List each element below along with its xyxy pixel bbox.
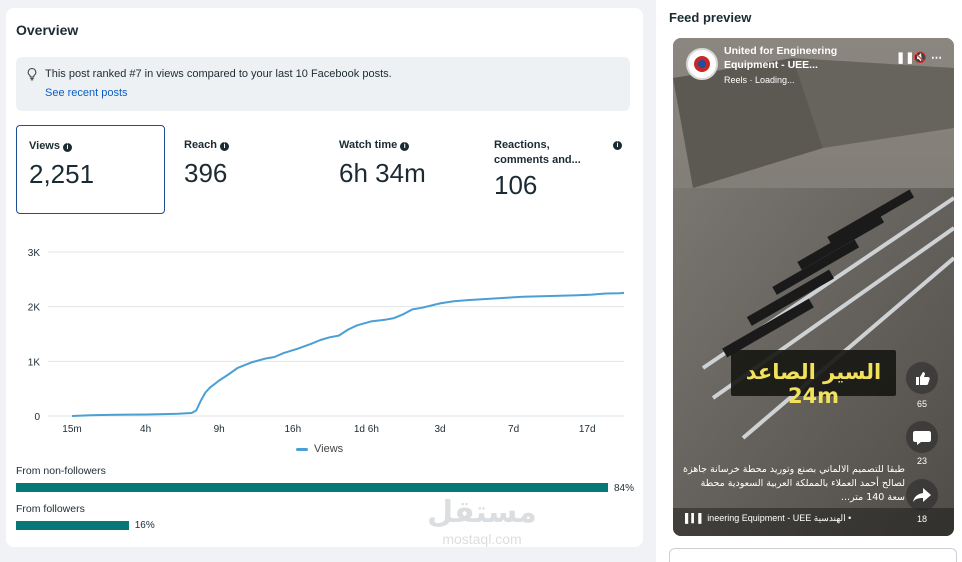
metric-reactions-value: 106 (494, 170, 538, 200)
views-series-line (71, 291, 625, 417)
metric-watch-time[interactable]: Watch time i 6h 34m (327, 125, 477, 214)
like-button[interactable] (906, 362, 938, 394)
audio-track[interactable]: ▌▍▌ ineering Equipment - UEE الهندسية • (685, 513, 900, 524)
like-count: 65 (916, 399, 927, 409)
y-tick-label: 1K (28, 357, 41, 368)
share-button[interactable] (906, 479, 938, 511)
metric-reactions[interactable]: Reactions, comments and... i 106 (482, 125, 632, 214)
video-text-banner: السير الصاعد 24m (731, 350, 896, 408)
x-tick-label: 7d (508, 424, 519, 435)
y-tick-label: 3K (28, 248, 41, 259)
overview-title: Overview (16, 22, 79, 38)
comment-count: 23 (916, 456, 927, 466)
followers-percent: 16% (134, 520, 155, 531)
overview-card: Overview This post ranked #7 in views co… (6, 8, 643, 547)
mostaql-watermark: مستقل mostaql.com (427, 495, 537, 547)
mute-icon[interactable]: 🔇 (913, 52, 927, 64)
audio-wave-icon: ▌▍▌ (685, 513, 708, 523)
legend-label: Views (314, 443, 344, 455)
metric-reach[interactable]: Reach i 396 (172, 125, 322, 214)
comment-button[interactable] (906, 421, 938, 453)
info-icon[interactable]: i (63, 143, 72, 152)
metric-views[interactable]: Views i 2,251 (16, 125, 165, 214)
metric-reach-label: Reach (184, 139, 218, 151)
chart-legend: Views (296, 443, 343, 455)
video-banner-text: السير الصاعد 24m (745, 360, 882, 408)
feed-preview-title: Feed preview (669, 10, 752, 25)
comment-icon (913, 431, 931, 445)
share-count: 18 (916, 514, 927, 524)
x-tick-label: 1d 6h (354, 424, 379, 435)
page-avatar[interactable] (686, 48, 718, 80)
uee-logo-icon (694, 56, 710, 72)
x-tick-label: 16h (284, 424, 301, 435)
x-tick-label: 15m (62, 424, 81, 435)
metric-reactions-label: Reactions, comments and... (494, 139, 581, 166)
legend-swatch (296, 447, 308, 451)
metric-watch-time-value: 6h 34m (339, 158, 426, 188)
watermark-english: mostaql.com (442, 531, 521, 547)
see-recent-posts-link[interactable]: See recent posts (45, 87, 128, 99)
x-tick-label: 4h (140, 424, 151, 435)
bottom-card-edge (669, 548, 957, 562)
notice-text: This post ranked #7 in views compared to… (45, 68, 392, 80)
views-line-chart: 0 1K 2K 3K 15m 4h 9h 16h 1d 6h 3d 7d 17d (28, 248, 625, 435)
share-icon (913, 488, 931, 502)
reels-status: Reels · Loading... (724, 75, 795, 85)
thumbs-up-icon (916, 372, 930, 385)
metric-watch-time-label: Watch time (339, 139, 398, 151)
non-followers-bar (16, 483, 608, 492)
metric-views-label: Views (29, 140, 60, 152)
post-caption[interactable]: طبقا للتصميم الالماني بصنع وتوريد محطة خ… (683, 464, 905, 503)
reel-preview[interactable]: United for Engineering Equipment - UEE..… (673, 38, 954, 536)
metric-views-value: 2,251 (29, 159, 95, 189)
info-icon[interactable]: i (220, 142, 230, 151)
x-tick-label: 3d (434, 424, 445, 435)
non-followers-label: From non-followers (16, 465, 106, 477)
watermark-arabic: مستقل (427, 495, 537, 530)
conveyor-video-frame (673, 38, 954, 536)
x-tick-label: 17d (579, 424, 596, 435)
info-icon[interactable]: i (400, 142, 410, 151)
x-tick-label: 9h (214, 424, 225, 435)
more-options-icon[interactable]: ⋯ (931, 52, 942, 64)
pause-icon[interactable]: ❚❚ (896, 52, 915, 64)
non-followers-percent: 84% (614, 483, 635, 494)
lightbulb-icon (27, 67, 37, 81)
y-tick-label: 0 (34, 412, 40, 423)
page-name[interactable]: United for Engineering Equipment - UEE..… (724, 45, 838, 71)
info-icon[interactable]: i (613, 141, 622, 150)
y-tick-label: 2K (28, 303, 41, 314)
followers-bar (16, 521, 129, 530)
audio-track-text: ineering Equipment - UEE الهندسية • (707, 513, 852, 523)
metric-reach-value: 396 (184, 158, 228, 188)
followers-label: From followers (16, 503, 85, 515)
ranking-notice: This post ranked #7 in views compared to… (16, 57, 630, 111)
